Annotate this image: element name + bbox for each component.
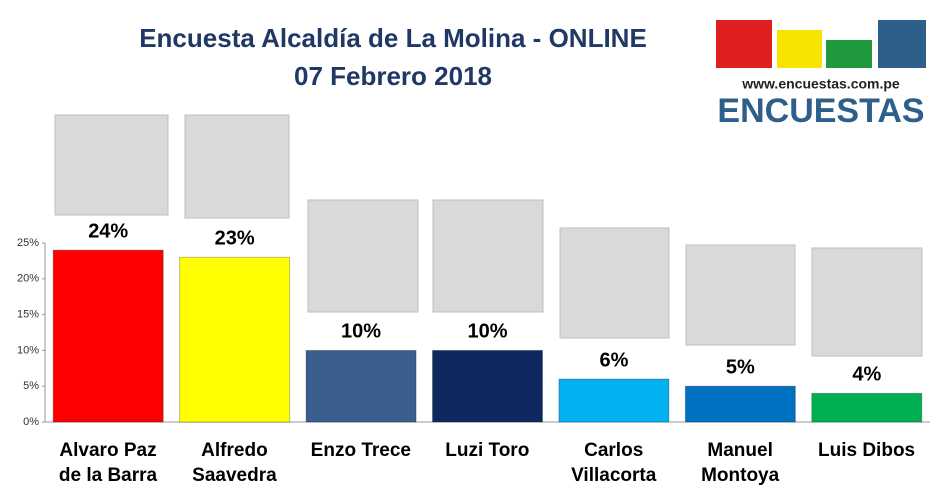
logo-block [716, 20, 772, 68]
candidate-photo [685, 244, 796, 346]
value-label: 10% [341, 321, 381, 343]
candidate-photo [811, 247, 923, 357]
logo: www.encuestas.com.pe ENCUESTAS [716, 20, 926, 130]
bar [558, 378, 670, 423]
logo-block [826, 40, 872, 68]
bar [52, 249, 164, 423]
chart-title: Encuesta Alcaldía de La Molina - ONLINE [139, 23, 647, 53]
y-tick-label: 5% [23, 380, 39, 392]
bar [684, 385, 796, 423]
candidate-photo [184, 114, 290, 219]
bar [811, 392, 923, 423]
value-label: 23% [215, 228, 255, 250]
candidate-photo [559, 227, 670, 339]
bar [179, 256, 291, 423]
value-label: 24% [88, 220, 128, 242]
candidate-photo [54, 114, 169, 216]
y-tick-label: 25% [17, 237, 39, 249]
x-tick-label: Alvaro Paz de la Barra [58, 440, 158, 486]
value-label: 5% [726, 356, 755, 378]
x-tick-label: Carlos Villacorta [571, 440, 657, 486]
logo-text: ENCUESTAS [717, 92, 924, 130]
bar [305, 349, 417, 423]
logo-url: www.encuestas.com.pe [741, 76, 900, 92]
candidate-photo [432, 199, 544, 313]
logo-block [878, 20, 926, 68]
value-label: 6% [599, 349, 628, 371]
x-tick-label: Luzi Toro [445, 440, 530, 461]
candidate-photo [307, 199, 419, 313]
x-tick-label: Manuel Montoya [701, 440, 780, 486]
value-label: 4% [852, 364, 881, 386]
y-tick-label: 0% [23, 416, 39, 428]
y-tick-label: 10% [17, 344, 39, 356]
chart-subtitle: 07 Febrero 2018 [294, 61, 492, 91]
photos [54, 114, 923, 357]
x-tick-label: Luis Dibos [818, 440, 916, 461]
y-tick-label: 20% [17, 273, 39, 285]
x-tick-label: Alfredo Saavedra [192, 440, 277, 486]
logo-block [777, 30, 822, 68]
y-tick-label: 15% [17, 309, 39, 321]
x-tick-label: Enzo Trece [310, 440, 411, 461]
value-label: 10% [467, 321, 507, 343]
bar [432, 349, 543, 423]
